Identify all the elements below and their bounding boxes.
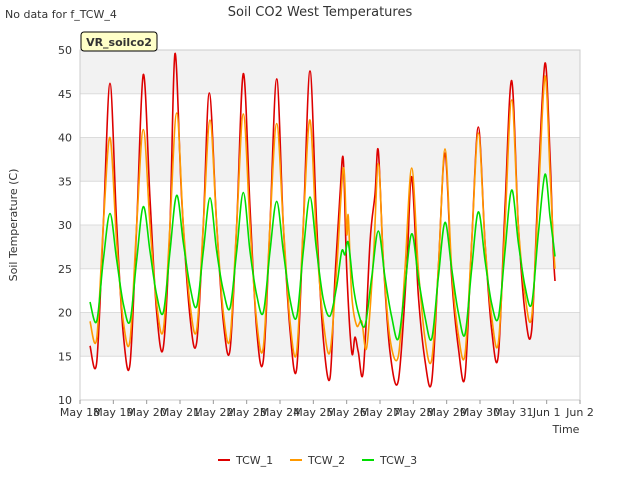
- legend-label: TCW_3: [379, 454, 417, 467]
- plot-frame: [79, 49, 581, 401]
- y-tick-label: 25: [58, 263, 72, 276]
- x-tick-label: May 26: [327, 406, 367, 419]
- series-line-tcw_3: [89, 173, 556, 341]
- plot-band: [80, 93, 580, 138]
- x-tick-label: May 20: [127, 406, 167, 419]
- x-tick-label: May 30: [460, 406, 500, 419]
- x-tick-label: May 24: [260, 406, 300, 419]
- plot-band: [80, 225, 580, 269]
- legend-label: TCW_2: [307, 454, 345, 467]
- plot-band: [80, 50, 580, 94]
- chart-title: Soil CO2 West Temperatures: [228, 5, 413, 20]
- x-tick-label: May 22: [193, 406, 233, 419]
- plot-band: [80, 181, 580, 225]
- no-data-note: No data for f_TCW_4: [5, 8, 117, 21]
- x-tick-label: May 18: [60, 406, 100, 419]
- badge-label: VR_soilco2: [86, 36, 152, 49]
- y-axis-label: Soil Temperature (C): [7, 169, 20, 282]
- axes: [79, 49, 581, 404]
- y-tick-label: 35: [58, 175, 72, 188]
- y-tick-label: 40: [58, 132, 72, 145]
- y-tick-label: 30: [58, 219, 72, 232]
- x-tick-label: May 19: [93, 406, 133, 419]
- x-tick-label: Jun 2: [565, 406, 594, 419]
- x-tick-label: May 25: [293, 406, 333, 419]
- x-tick-label: May 31: [493, 406, 533, 419]
- x-tick-label: Jun 1: [532, 406, 561, 419]
- legend: TCW_1 TCW_2 TCW_3: [218, 454, 417, 467]
- series-lines: [89, 52, 556, 388]
- x-tick-label: May 23: [227, 406, 267, 419]
- legend-label: TCW_1: [235, 454, 273, 467]
- x-tick-label: May 21: [160, 406, 200, 419]
- plot-band: [80, 268, 580, 313]
- plot-band: [80, 137, 580, 182]
- y-tick-label: 45: [58, 88, 72, 101]
- series-line-tcw_2: [89, 75, 556, 365]
- y-tick-labels: 10 15 20 25 30 35 40 45 50: [58, 44, 72, 407]
- x-tick-label: May 27: [360, 406, 400, 419]
- badge: VR_soilco2: [80, 31, 158, 52]
- x-axis-label: Time: [552, 423, 580, 436]
- x-tick-label: May 28: [393, 406, 433, 419]
- y-tick-label: 10: [58, 394, 72, 407]
- y-tick-label: 20: [58, 307, 72, 320]
- badge-box: [80, 31, 158, 52]
- y-tick-label: 50: [58, 44, 72, 57]
- x-tick-label: May 29: [427, 406, 467, 419]
- y-tick-label: 15: [58, 350, 72, 363]
